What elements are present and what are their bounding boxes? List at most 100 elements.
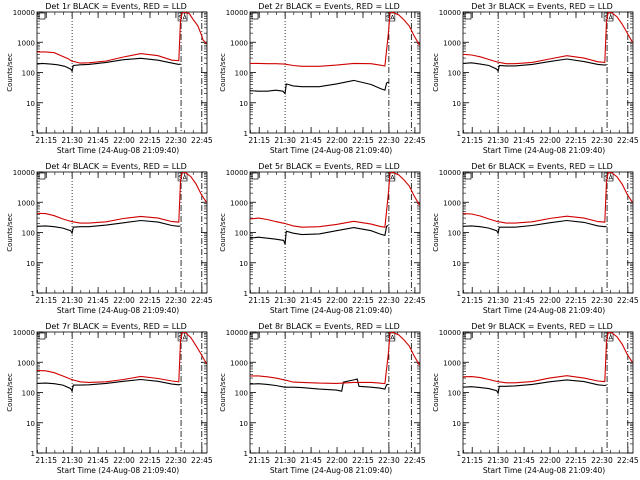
- y-tick-label: 1000: [17, 199, 35, 207]
- x-tick-label: 21:30: [61, 296, 83, 305]
- annotation-label: SA: [178, 174, 187, 182]
- y-axis-label: Counts/sec: [6, 373, 14, 412]
- y-tick-label: 10000: [226, 169, 248, 177]
- corner-marker: [464, 172, 472, 180]
- x-tick-label: 22:15: [139, 136, 161, 145]
- x-tick-label: 21:15: [461, 456, 483, 465]
- x-tick-label: 22:00: [326, 296, 348, 305]
- x-tick-label: 21:30: [487, 296, 509, 305]
- x-axis-label: Start Time (24-Aug-08 21:09:40): [483, 146, 605, 155]
- series-group: [463, 12, 633, 73]
- x-tick-label: 22:30: [165, 456, 187, 465]
- y-tick-label: 100: [235, 390, 248, 398]
- y-tick-label: 10: [26, 260, 35, 268]
- x-axis-label: Start Time (24-Aug-08 21:09:40): [57, 146, 179, 155]
- x-tick-label: 22:15: [352, 296, 374, 305]
- x-tick-label: 22:15: [352, 136, 374, 145]
- y-tick-label: 1: [31, 130, 35, 138]
- y-tick-label: 10: [239, 260, 248, 268]
- x-axis-label: Start Time (24-Aug-08 21:09:40): [483, 466, 605, 475]
- y-axis-label: Counts/sec: [219, 213, 227, 252]
- x-tick-label: 22:30: [165, 136, 187, 145]
- series-group: [37, 172, 207, 235]
- x-axis-label: Start Time (24-Aug-08 21:09:40): [270, 466, 392, 475]
- corner-marker: [251, 332, 259, 340]
- x-tick-label: 22:45: [191, 456, 213, 465]
- series-line-events: [37, 219, 181, 235]
- y-tick-label: 10000: [226, 329, 248, 337]
- annotation-label: SA: [604, 174, 613, 182]
- y-tick-label: 10000: [226, 9, 248, 17]
- chart-title: Det 7r BLACK = Events, RED = LLD: [45, 322, 187, 331]
- chart-title: Det 5r BLACK = Events, RED = LLD: [258, 162, 400, 171]
- y-tick-label: 1000: [230, 359, 248, 367]
- x-axis-label: Start Time (24-Aug-08 21:09:40): [57, 306, 179, 315]
- x-tick-label: 21:15: [248, 136, 270, 145]
- y-tick-label: 10000: [439, 9, 461, 17]
- series-line-events: [463, 58, 607, 73]
- y-tick-label: 10: [239, 100, 248, 108]
- x-tick-label: 22:45: [191, 136, 213, 145]
- y-tick-label: 1000: [230, 199, 248, 207]
- x-tick-label: 21:15: [248, 456, 270, 465]
- chart-panel-8: Det 8r BLACK = Events, RED = LLD Start Ti…: [219, 322, 426, 475]
- x-tick-label: 21:30: [487, 136, 509, 145]
- y-tick-label: 1000: [443, 39, 461, 47]
- y-tick-label: 10: [452, 260, 461, 268]
- series-line-lld: [463, 12, 633, 65]
- x-tick-label: 21:15: [35, 456, 57, 465]
- annotation-label: SA: [386, 14, 395, 22]
- y-tick-label: 10: [26, 420, 35, 428]
- x-tick-label: 22:15: [139, 296, 161, 305]
- chart-title: Det 6r BLACK = Events, RED = LLD: [471, 162, 613, 171]
- x-tick-label: 21:30: [61, 136, 83, 145]
- y-tick-label: 100: [448, 70, 461, 78]
- series-group: [37, 332, 207, 393]
- x-axis-label: Start Time (24-Aug-08 21:09:40): [270, 306, 392, 315]
- chart-panel-1: Det 1r BLACK = Events, RED = LLD Start Ti…: [6, 2, 213, 155]
- chart-panel-4: Det 4r BLACK = Events, RED = LLD Start Ti…: [6, 162, 213, 315]
- y-tick-label: 10: [452, 100, 461, 108]
- x-tick-label: 22:45: [617, 296, 639, 305]
- y-tick-label: 1: [457, 450, 461, 458]
- series-group: [250, 12, 420, 95]
- y-tick-label: 1000: [230, 39, 248, 47]
- y-axis-label: Counts/sec: [432, 53, 440, 92]
- x-tick-label: 21:15: [35, 136, 57, 145]
- x-tick-label: 22:30: [378, 136, 400, 145]
- corner-marker: [38, 172, 46, 180]
- x-tick-label: 22:45: [404, 456, 426, 465]
- series-line-lld: [37, 332, 207, 383]
- y-tick-label: 1000: [443, 199, 461, 207]
- x-tick-label: 21:45: [87, 296, 109, 305]
- series-line-events: [37, 57, 181, 73]
- series-line-events: [250, 224, 389, 245]
- y-tick-label: 10: [452, 420, 461, 428]
- chart-panel-7: Det 7r BLACK = Events, RED = LLD Start Ti…: [6, 322, 213, 475]
- corner-marker: [464, 12, 472, 20]
- y-tick-label: 10: [239, 420, 248, 428]
- series-group: [250, 332, 420, 392]
- chart-title: Det 8r BLACK = Events, RED = LLD: [258, 322, 400, 331]
- y-tick-label: 1000: [443, 359, 461, 367]
- series-line-lld: [37, 12, 207, 64]
- y-tick-label: 1: [244, 290, 248, 298]
- x-tick-label: 21:45: [300, 296, 322, 305]
- x-tick-label: 21:45: [87, 456, 109, 465]
- chart-panel-5: Det 5r BLACK = Events, RED = LLD Start Ti…: [219, 162, 426, 315]
- series-group: [463, 332, 633, 395]
- x-tick-label: 22:00: [539, 136, 561, 145]
- x-tick-label: 21:45: [87, 136, 109, 145]
- corner-marker: [251, 12, 259, 20]
- y-tick-label: 100: [235, 70, 248, 78]
- annotation-label: SA: [386, 334, 395, 342]
- y-axis-label: Counts/sec: [6, 213, 14, 252]
- series-line-lld: [37, 172, 207, 224]
- corner-marker: [38, 332, 46, 340]
- chart-title: Det 1r BLACK = Events, RED = LLD: [45, 2, 187, 11]
- y-tick-label: 1: [457, 290, 461, 298]
- series-line-events: [250, 378, 389, 392]
- x-tick-label: 22:30: [378, 456, 400, 465]
- x-tick-label: 22:30: [591, 296, 613, 305]
- y-tick-label: 100: [235, 230, 248, 238]
